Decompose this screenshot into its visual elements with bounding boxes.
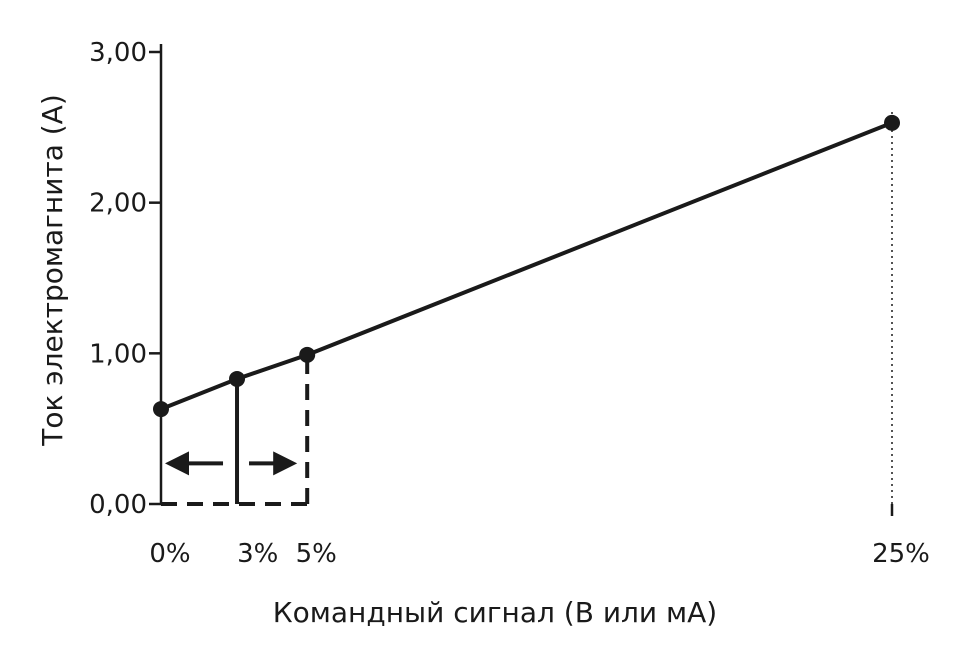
x-tick-label-1: 3% xyxy=(237,539,278,569)
x-tick-label-0: 0% xyxy=(149,539,190,569)
right-arrow-head xyxy=(273,451,298,476)
y-tick-label-1: 1,00 xyxy=(89,339,147,369)
x-axis-label: Командный сигнал (В или мА) xyxy=(273,596,717,629)
data-point-0 xyxy=(153,401,169,418)
arrows xyxy=(165,451,298,476)
series xyxy=(153,114,900,418)
marker-lines xyxy=(161,108,893,506)
y-tick-label-3: 3,00 xyxy=(89,38,147,68)
axes xyxy=(149,44,894,516)
data-point-3 xyxy=(884,114,900,131)
x-tick-label-2: 5% xyxy=(296,539,337,569)
left-arrow-head xyxy=(165,451,189,476)
y-tick-label-0: 0,00 xyxy=(89,490,147,520)
series-line xyxy=(160,120,893,411)
tick-labels: 0,00 1,00 2,00 3,00 0% 3% 5% 25% xyxy=(89,38,930,569)
y-tick-label-2: 2,00 xyxy=(89,189,147,219)
y-axis-label: Ток электромагнита (А) xyxy=(36,94,69,447)
x-tick-label-3: 25% xyxy=(872,539,930,569)
data-point-1 xyxy=(229,370,246,387)
data-point-2 xyxy=(299,346,316,363)
